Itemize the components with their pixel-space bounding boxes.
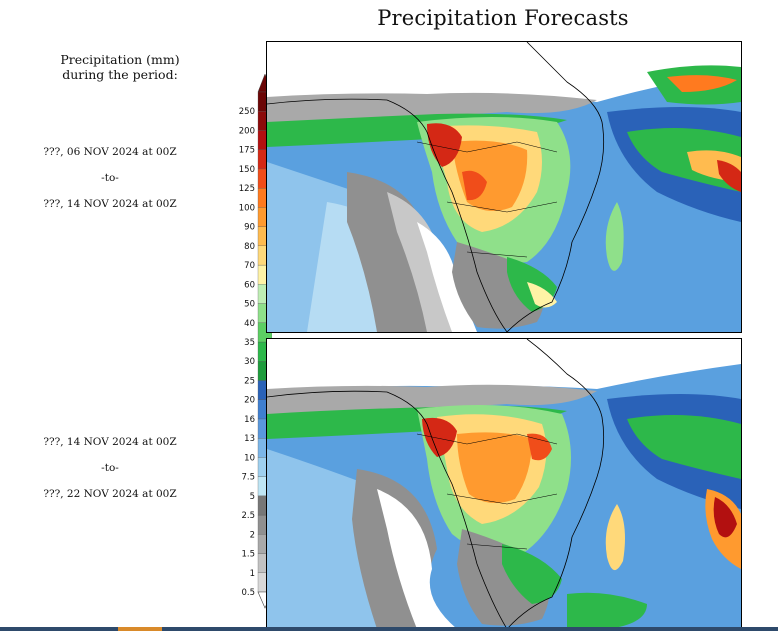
map-week2-graphic [267,339,741,629]
precipitation-colorbar: 0.5 1 1.5 2 2.5 5 7.5 10 13 16 20 25 30 35 40 50 60 70 80 9… [239,73,272,609]
colorbar-tick-label: 13 [244,434,255,444]
period-2-start: ???, 14 NOV 2024 at 00Z [43,436,177,448]
map-week1-graphic [267,42,741,332]
forecast-map-week1 [266,41,742,333]
colorbar-tick-label: 16 [244,415,255,425]
legend-heading: Precipitation (mm) during the period: [20,52,220,82]
colorbar-tick-label: 20 [244,396,255,406]
forecast-map-week2 [266,338,742,630]
period-1-start: ???, 06 NOV 2024 at 00Z [43,146,177,158]
taskbar-highlight [118,627,162,631]
legend-heading-line2: during the period: [62,67,178,82]
colorbar-tick-label: 1 [250,569,255,579]
colorbar-tick-label: 175 [239,146,255,156]
period-1-end: ???, 14 NOV 2024 at 00Z [43,198,177,210]
window-bottom-edge [0,627,778,631]
colorbar-tick-label: 150 [239,165,255,175]
colorbar-tick-label: 80 [244,242,255,252]
period-2-end: ???, 22 NOV 2024 at 00Z [43,488,177,500]
colorbar-tick-label: 250 [239,107,255,117]
colorbar-tick-label: 30 [244,357,255,367]
colorbar-tick-label: 10 [244,453,255,463]
colorbar-tick-label: 200 [239,126,255,136]
colorbar-tick-label: 25 [244,376,255,386]
colorbar-tick-label: 70 [244,261,255,271]
legend-heading-line1: Precipitation (mm) [60,52,180,67]
colorbar-tick-label: 5 [250,492,255,502]
period-1-separator: -to- [101,172,119,184]
colorbar-tick-label: 125 [239,184,255,194]
colorbar-tick-label: 35 [244,338,255,348]
colorbar-tick-label: 7.5 [241,473,255,483]
colorbar-tick-label: 1.5 [241,550,255,560]
period-label-2: ???, 14 NOV 2024 at 00Z -to- ???, 22 NOV… [10,436,210,514]
map-title: Precipitation Forecasts [377,6,629,30]
period-label-1: ???, 06 NOV 2024 at 00Z -to- ???, 14 NOV… [10,146,210,224]
colorbar-tick-label: 100 [239,203,255,213]
colorbar-tick-label: 50 [244,300,255,310]
colorbar-tick-label: 2.5 [241,511,255,521]
colorbar-tick-label: 0.5 [241,588,255,598]
colorbar-tick-label: 40 [244,319,255,329]
colorbar-tick-label: 2 [250,530,255,540]
colorbar-tick-label: 90 [244,223,255,233]
period-2-separator: -to- [101,462,119,474]
colorbar-tick-label: 60 [244,280,255,290]
